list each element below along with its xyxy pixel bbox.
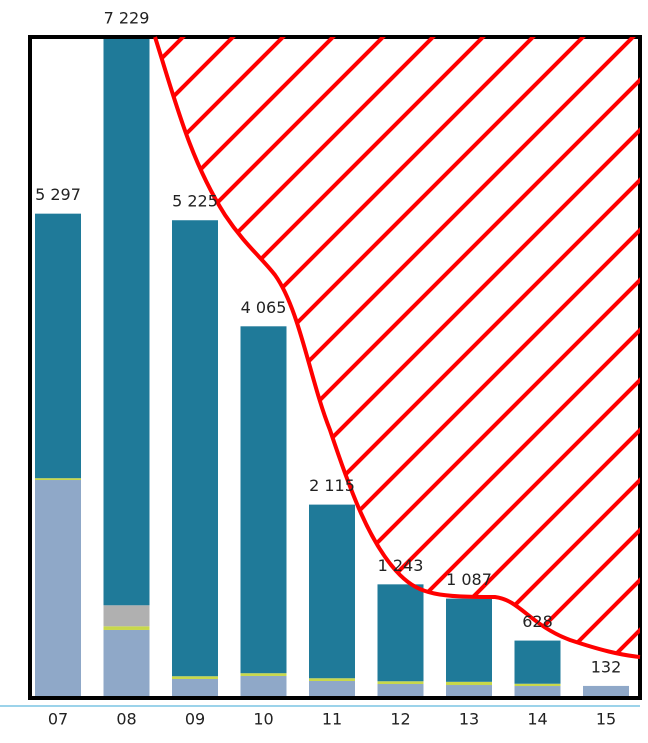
bar-segment [377, 584, 424, 682]
bar-segment [514, 683, 561, 687]
bar-segment [377, 681, 424, 685]
bar-segment [309, 678, 355, 681]
bar-total-label: 5 225 [172, 192, 218, 211]
hatch-line [0, 0, 20, 720]
x-tick-label: 08 [116, 710, 136, 729]
x-tick-label: 14 [527, 710, 547, 729]
bar-segment [103, 626, 150, 630]
bar-total-label: 132 [591, 657, 622, 676]
bar-total-label: 1 087 [446, 570, 492, 589]
bar-total-label: 4 065 [241, 298, 287, 317]
hatch-line [155, 37, 322, 657]
bar-segment [446, 685, 492, 698]
bar-segment [35, 480, 81, 698]
bar-segment [240, 675, 287, 698]
bar-segment [377, 684, 424, 698]
x-tick-label: 11 [322, 710, 342, 729]
bar-segment [309, 504, 355, 679]
x-tick-label: 13 [459, 710, 479, 729]
bar-total-label: 2 115 [309, 476, 355, 495]
bar-segment [35, 213, 81, 479]
bar-segment [172, 678, 218, 698]
x-tick-label: 07 [48, 710, 68, 729]
hatch-line [155, 37, 640, 657]
plot [35, 37, 629, 698]
trend-curve [153, 36, 641, 659]
bar-total-label: 5 297 [35, 185, 81, 204]
bar-segment [240, 673, 287, 676]
hatch-line [398, 37, 640, 657]
x-tick-label: 09 [185, 710, 205, 729]
bar-segment [172, 220, 218, 677]
bar-total-label: 7 229 [104, 9, 150, 28]
bar-segment [35, 478, 81, 481]
bar-segment [446, 598, 492, 682]
bar-segment [583, 685, 629, 698]
bar-segment [103, 605, 150, 627]
bar-segment [103, 629, 150, 698]
bar-segment [309, 680, 355, 698]
bar-segment [446, 681, 492, 686]
bar-segment [514, 640, 561, 684]
x-tick-label: 12 [390, 710, 410, 729]
bar-total-label: 1 243 [378, 556, 424, 575]
bar-segment [240, 326, 287, 674]
hatch-line [155, 37, 422, 657]
bar-total-label: 628 [522, 612, 553, 631]
bar-segment [514, 686, 561, 698]
bar-segment [103, 37, 150, 606]
hatch-line [448, 37, 640, 657]
hatch-line [498, 37, 640, 657]
hatch-line [155, 37, 372, 657]
x-tick-label: 15 [596, 710, 616, 729]
hatch-line [155, 37, 472, 657]
x-tick-label: 10 [253, 710, 273, 729]
bar-segment [172, 676, 218, 679]
